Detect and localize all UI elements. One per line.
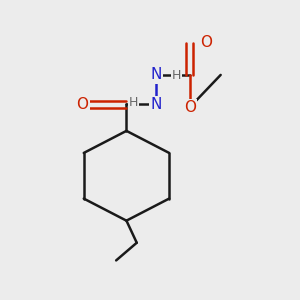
Text: H: H	[172, 69, 181, 82]
Text: O: O	[76, 97, 88, 112]
Text: H: H	[129, 96, 139, 110]
Text: O: O	[184, 100, 196, 115]
Text: N: N	[150, 68, 162, 82]
Text: N: N	[150, 97, 162, 112]
Text: O: O	[200, 35, 212, 50]
